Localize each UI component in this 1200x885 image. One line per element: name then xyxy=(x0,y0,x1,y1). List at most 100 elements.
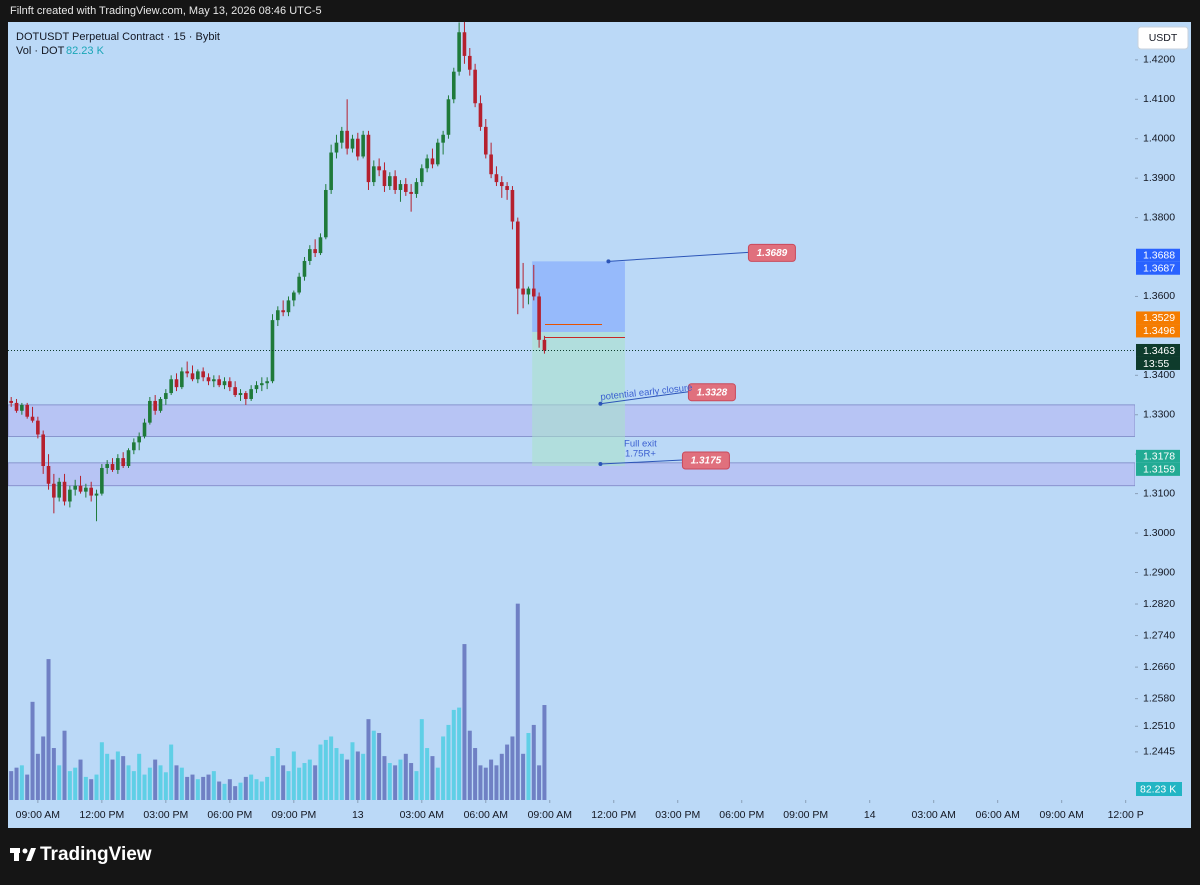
candle-body xyxy=(46,466,51,484)
plot-area xyxy=(8,22,1135,800)
candle-body xyxy=(180,371,184,388)
volume-bar xyxy=(174,765,179,800)
x-tick-label: 06:00 AM xyxy=(464,809,508,821)
volume-bar xyxy=(377,733,382,800)
x-tick-label: 14 xyxy=(864,809,876,821)
volume-bar xyxy=(387,763,392,800)
price-tag xyxy=(1136,462,1180,476)
price-tag xyxy=(1136,261,1180,275)
volume-bar xyxy=(254,779,259,800)
candle-body xyxy=(515,221,520,289)
x-tick-label: 09:00 PM xyxy=(271,809,316,821)
candle-body xyxy=(169,379,173,394)
y-tick-label: 1.2445 xyxy=(1143,746,1175,758)
volume-bar xyxy=(478,765,483,800)
x-tick-label: 09:00 AM xyxy=(1039,809,1083,821)
candle-body xyxy=(206,377,211,382)
y-tick-label: 1.2510 xyxy=(1143,720,1175,732)
price-tag-label: 1.3159 xyxy=(1143,464,1175,476)
candle-body xyxy=(473,69,477,104)
x-tick-label: 12:00 PM xyxy=(79,809,124,821)
volume-bar xyxy=(110,759,115,800)
volume-bar xyxy=(94,774,99,800)
volume-bar xyxy=(302,763,307,800)
volume-bar xyxy=(355,751,360,800)
price-tag xyxy=(1136,324,1180,338)
x-tick-label: 06:00 PM xyxy=(207,809,252,821)
volume-legend: Vol · DOT xyxy=(16,45,65,57)
volume-bar xyxy=(19,765,24,800)
header: Filnft created with TradingView.com, May… xyxy=(10,5,322,17)
candle-body xyxy=(350,138,355,149)
volume-bar xyxy=(30,701,35,800)
volume-bar xyxy=(361,753,366,800)
volume-bar xyxy=(51,748,56,800)
candle-body xyxy=(372,166,376,183)
volume-bar xyxy=(14,767,19,800)
candle-body xyxy=(467,55,472,70)
candle-body xyxy=(297,276,301,293)
candle-body xyxy=(537,296,541,340)
candle-body xyxy=(393,176,397,190)
candle-body xyxy=(110,464,115,470)
volume-bar xyxy=(451,709,456,800)
callout-line xyxy=(600,459,683,465)
volume-bar xyxy=(419,719,424,800)
volume-bar xyxy=(206,774,211,800)
volume-bar xyxy=(89,779,94,800)
volume-bar xyxy=(83,776,88,800)
volume-bar xyxy=(435,767,440,800)
currency-box[interactable] xyxy=(1137,26,1189,50)
volume-bar xyxy=(382,756,387,800)
candle-body xyxy=(62,481,67,502)
candle-body xyxy=(244,393,248,399)
candle-body xyxy=(457,32,461,72)
volume-bar xyxy=(190,774,195,800)
volume-bar xyxy=(41,736,46,800)
candle-body xyxy=(260,383,264,386)
volume-bar xyxy=(131,771,136,800)
candle-body xyxy=(505,186,509,190)
volume-bar xyxy=(78,759,83,800)
candle-body xyxy=(132,442,136,451)
candle-body xyxy=(137,436,141,443)
volume-bar xyxy=(307,759,312,800)
volume-bar xyxy=(505,744,510,800)
volume-bar xyxy=(142,774,147,800)
volume-bar xyxy=(366,719,371,800)
callout-anchor xyxy=(598,401,603,406)
volume-bar xyxy=(350,742,355,800)
candle-body xyxy=(324,189,328,238)
candle-body xyxy=(105,464,109,468)
price-tag xyxy=(1136,311,1180,325)
candle-body xyxy=(451,71,456,100)
candle-body xyxy=(329,152,333,190)
candle-body xyxy=(387,176,392,187)
candle-body xyxy=(510,189,515,222)
candle-body xyxy=(334,142,339,153)
candle-body xyxy=(483,126,488,155)
volume-bar xyxy=(537,765,542,800)
volume-bar xyxy=(446,724,451,800)
candle-body xyxy=(36,420,40,435)
price-tag xyxy=(1136,248,1180,262)
volume-bar xyxy=(403,753,408,800)
candle-body xyxy=(233,387,237,396)
candle-body xyxy=(222,381,227,386)
candle-body xyxy=(265,381,269,384)
volume-bar xyxy=(489,759,494,800)
y-tick-label: 1.3300 xyxy=(1143,409,1175,421)
y-tick-label: 1.3100 xyxy=(1143,487,1175,499)
candle-body xyxy=(190,373,195,380)
volume-bar xyxy=(57,765,62,800)
candle-body xyxy=(366,134,371,183)
volume-bar xyxy=(334,748,339,800)
volume-bar xyxy=(313,765,318,800)
volume-bar xyxy=(467,730,472,800)
candle-body xyxy=(377,166,381,171)
volume-bar xyxy=(531,724,536,800)
candle-body xyxy=(462,32,467,56)
callout-anchor xyxy=(598,462,603,467)
volume-bar xyxy=(163,772,168,800)
